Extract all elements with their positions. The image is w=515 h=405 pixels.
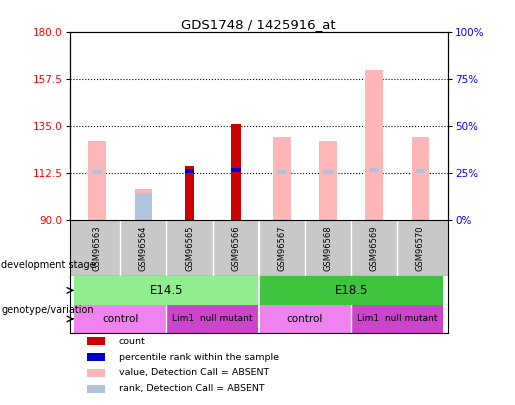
Text: control: control — [287, 314, 323, 324]
Title: GDS1748 / 1425916_at: GDS1748 / 1425916_at — [181, 18, 336, 31]
Text: GSM96564: GSM96564 — [139, 225, 148, 271]
Text: GSM96565: GSM96565 — [185, 225, 194, 271]
Bar — [89, 141, 106, 220]
Bar — [351, 305, 443, 333]
Text: GSM96566: GSM96566 — [231, 225, 240, 271]
Bar — [277, 170, 287, 174]
Bar — [259, 276, 443, 305]
Bar — [74, 276, 259, 305]
Bar — [185, 168, 194, 173]
Text: GSM96569: GSM96569 — [370, 225, 379, 271]
Text: Lim1  null mutant: Lim1 null mutant — [357, 314, 438, 324]
Text: value, Detection Call = ABSENT: value, Detection Call = ABSENT — [119, 369, 269, 377]
Text: rank, Detection Call = ABSENT: rank, Detection Call = ABSENT — [119, 384, 264, 393]
Text: E14.5: E14.5 — [150, 284, 183, 297]
Bar — [166, 305, 259, 333]
Text: GSM96570: GSM96570 — [416, 225, 425, 271]
Bar — [319, 141, 337, 220]
Bar — [185, 166, 194, 220]
Text: E18.5: E18.5 — [334, 284, 368, 297]
Bar — [273, 136, 290, 220]
Text: genotype/variation: genotype/variation — [1, 305, 94, 315]
Bar — [369, 168, 379, 172]
Bar — [134, 193, 152, 220]
Bar — [231, 168, 241, 172]
Text: GSM96567: GSM96567 — [278, 225, 286, 271]
Text: development stage: development stage — [1, 260, 96, 270]
Bar — [366, 70, 383, 220]
Bar — [416, 168, 425, 173]
Bar — [259, 305, 351, 333]
Text: GSM96568: GSM96568 — [323, 225, 333, 271]
Text: count: count — [119, 337, 145, 345]
Bar — [87, 353, 106, 361]
Text: GSM96563: GSM96563 — [93, 225, 102, 271]
Bar — [92, 170, 102, 174]
Text: Lim1  null mutant: Lim1 null mutant — [173, 314, 253, 324]
Bar — [74, 305, 166, 333]
Bar — [323, 170, 333, 174]
Bar — [231, 124, 241, 220]
Bar — [134, 189, 152, 220]
Bar — [411, 136, 429, 220]
Bar — [87, 369, 106, 377]
Text: control: control — [102, 314, 139, 324]
Text: percentile rank within the sample: percentile rank within the sample — [119, 353, 279, 362]
Bar — [87, 385, 106, 393]
Bar — [87, 337, 106, 345]
